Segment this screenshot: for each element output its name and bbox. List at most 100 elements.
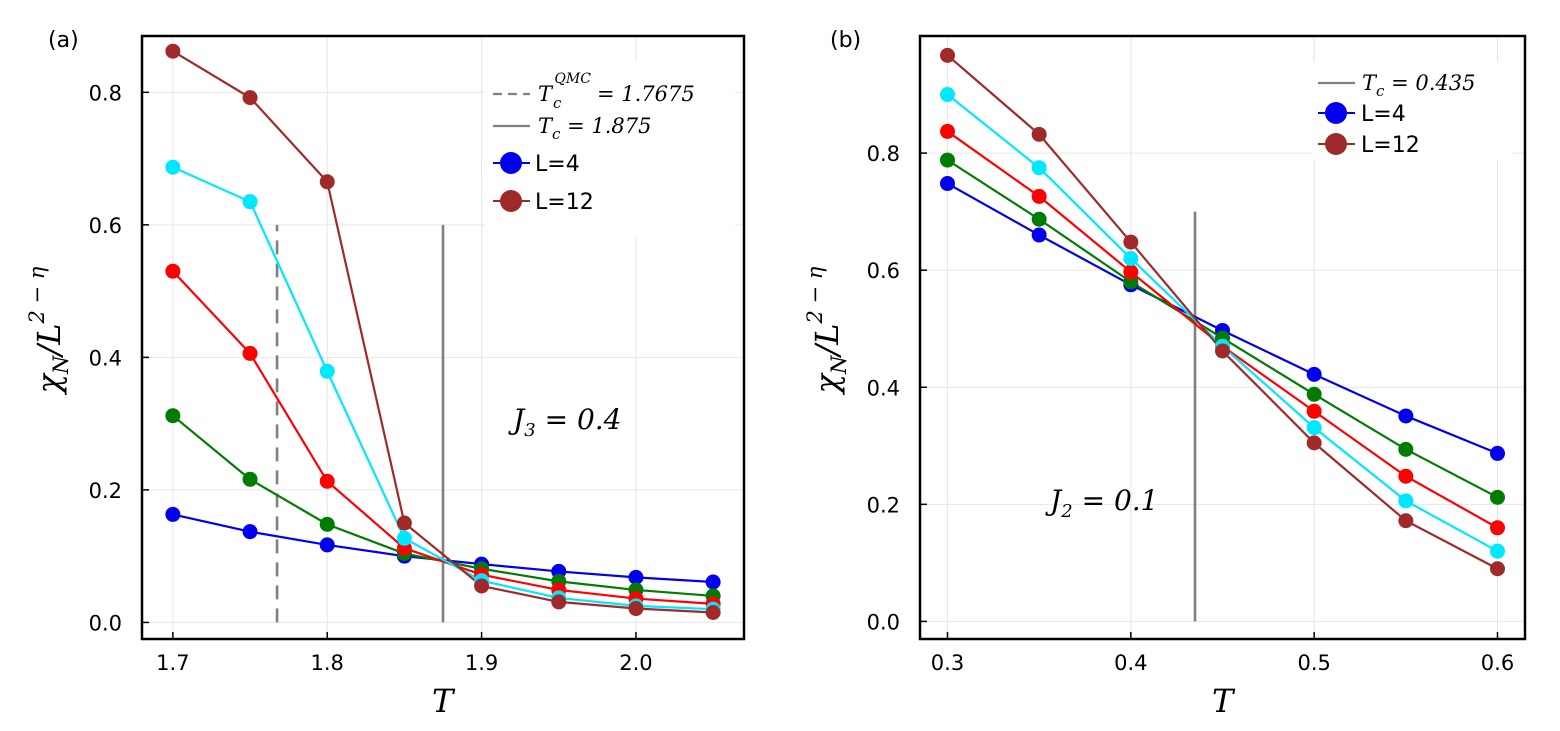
- data-point-4: [705, 604, 721, 620]
- panel-b: 0.3 0.4 0.5 0.6 0.0 0.2 0.4 0.6 0.8 (b) T χN/L2 …: [803, 28, 1527, 720]
- x-tick-label: 0.3: [931, 651, 964, 675]
- data-point-3: [940, 87, 955, 103]
- panel-b-series: [940, 47, 1505, 577]
- legend-b-l12-label: L=12: [1361, 133, 1420, 158]
- data-point-4: [628, 601, 644, 617]
- data-point-2: [1398, 468, 1414, 484]
- data-point-4: [1398, 513, 1414, 529]
- panel-a: 1.7 1.8 1.9 2.0 0.0 0.2 0.4 0.6 0.8 (a) T χN/L2 …: [25, 28, 746, 720]
- data-point-3: [319, 363, 335, 379]
- panel-b-legend: Tc = 0.435 L=4 L=12: [1312, 62, 1512, 160]
- panel-a-annotation: J3 = 0.4: [508, 403, 621, 441]
- panel-a-legend: TcQMC= 1.7675 Tc = 1.875 L=4 L=12: [485, 62, 735, 237]
- data-point-0: [940, 176, 955, 192]
- y-tick-label: 0.0: [89, 611, 122, 635]
- data-point-3: [396, 530, 412, 546]
- series-line-2: [172, 270, 714, 605]
- data-point-2: [242, 345, 258, 361]
- panel-b-ticks: 0.3 0.4 0.5 0.6 0.0 0.2 0.4 0.6 0.8: [867, 142, 1515, 675]
- data-point-4: [165, 43, 181, 59]
- data-point-4: [474, 578, 490, 594]
- data-point-0: [628, 569, 644, 585]
- y-tick-label: 0.6: [89, 214, 122, 238]
- legend-b-l12-marker-icon: [1325, 133, 1347, 155]
- data-point-1: [242, 471, 258, 487]
- data-point-2: [1490, 520, 1505, 536]
- data-point-0: [242, 524, 258, 540]
- y-tick-label: 0.6: [867, 259, 900, 283]
- data-point-0: [165, 506, 181, 522]
- data-point-1: [1306, 386, 1322, 402]
- data-point-4: [319, 174, 335, 190]
- x-tick-label: 1.9: [465, 651, 498, 675]
- data-point-3: [1306, 420, 1322, 436]
- series-line-3: [172, 166, 714, 611]
- x-tick-label: 1.8: [311, 651, 344, 675]
- data-point-4: [1215, 343, 1230, 359]
- data-point-4: [1031, 126, 1047, 142]
- data-point-3: [242, 194, 258, 210]
- panel-a-legend-box: [485, 62, 735, 237]
- data-point-3: [1490, 543, 1505, 559]
- data-point-1: [165, 408, 181, 424]
- data-point-1: [940, 152, 955, 168]
- data-point-1: [1490, 489, 1505, 505]
- panel-a-label: (a): [48, 28, 79, 53]
- legend-b-l4-label: L=4: [1361, 102, 1406, 127]
- data-point-4: [1490, 561, 1505, 577]
- data-point-4: [242, 90, 258, 106]
- data-point-2: [319, 473, 335, 489]
- data-point-0: [1490, 445, 1505, 461]
- series-line-3: [946, 93, 1499, 553]
- legend-b-l4-marker-icon: [1325, 102, 1347, 124]
- y-tick-label: 0.8: [89, 81, 122, 105]
- data-point-1: [319, 516, 335, 532]
- panel-a-series: [165, 43, 721, 620]
- x-tick-label: 1.7: [156, 651, 189, 675]
- panel-b-ylabel: χN/L2 − η: [803, 266, 851, 395]
- data-point-3: [1123, 250, 1139, 266]
- data-point-4: [551, 594, 567, 610]
- panel-b-xlabel: T: [1212, 682, 1236, 720]
- x-tick-label: 2.0: [619, 651, 652, 675]
- data-point-2: [1306, 403, 1322, 419]
- y-tick-label: 0.2: [867, 493, 900, 517]
- panel-b-label: (b): [830, 28, 861, 53]
- data-point-2: [940, 123, 955, 139]
- legend-l4-marker-icon: [500, 152, 522, 174]
- data-point-2: [1123, 264, 1139, 280]
- svg-text:χN/L2 − η: χN/L2 − η: [25, 266, 73, 395]
- panel-b-frame: [918, 34, 1527, 641]
- x-tick-label: 0.6: [1481, 651, 1514, 675]
- data-point-4: [940, 47, 955, 63]
- y-tick-label: 0.8: [867, 142, 900, 166]
- data-point-3: [165, 159, 181, 175]
- data-point-4: [1306, 435, 1322, 451]
- legend-l4-label: L=4: [535, 152, 580, 177]
- x-tick-label: 0.5: [1297, 651, 1330, 675]
- panel-a-ylabel: χN/L2 − η: [25, 266, 73, 395]
- panel-a-xlabel: T: [432, 682, 456, 720]
- data-point-0: [319, 537, 335, 553]
- data-point-2: [165, 263, 181, 279]
- panel-b-annotation: J2 = 0.1: [1045, 484, 1158, 522]
- series-line-0: [946, 182, 1498, 455]
- data-point-3: [1398, 493, 1414, 509]
- legend-l12-marker-icon: [500, 190, 522, 212]
- series-line-4: [172, 50, 714, 614]
- y-tick-label: 0.2: [89, 479, 122, 503]
- panel-a-vlines: [275, 224, 445, 623]
- y-tick-label: 0.4: [89, 346, 122, 370]
- y-tick-label: 0.4: [867, 376, 900, 400]
- data-point-3: [1031, 160, 1047, 176]
- data-point-0: [1031, 227, 1047, 243]
- data-point-2: [1031, 188, 1047, 204]
- legend-l12-label: L=12: [535, 190, 594, 215]
- data-point-0: [1306, 366, 1322, 382]
- x-tick-label: 0.4: [1114, 651, 1147, 675]
- data-point-4: [1123, 234, 1139, 250]
- data-point-1: [1398, 441, 1414, 457]
- svg-text:χN/L2 − η: χN/L2 − η: [803, 266, 851, 395]
- panel-a-ticks: 1.7 1.8 1.9 2.0 0.0 0.2 0.4 0.6 0.8: [89, 81, 653, 675]
